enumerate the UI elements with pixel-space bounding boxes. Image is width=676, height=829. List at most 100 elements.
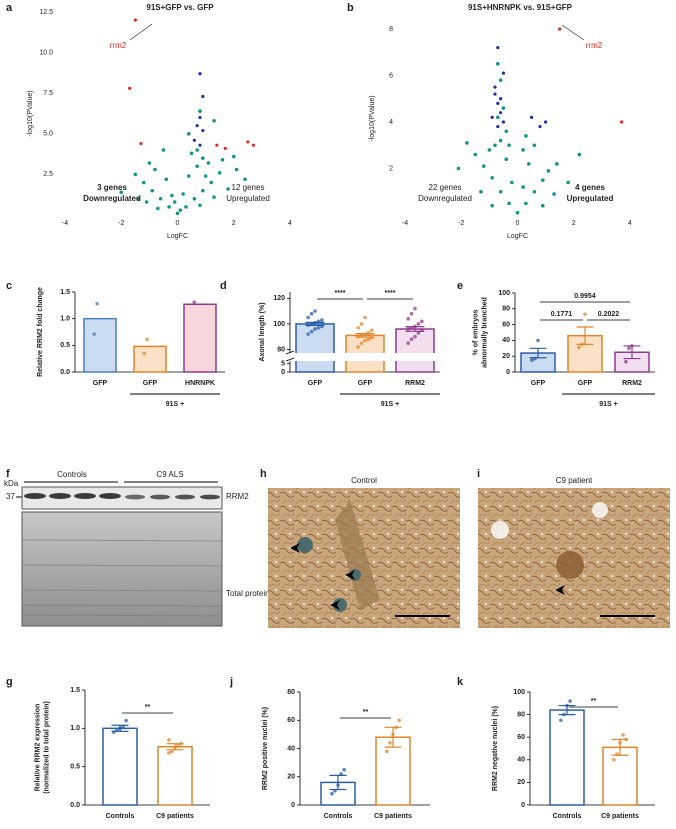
y-tick-label: 100 [273,321,285,328]
x-tick-label: RRM2 [622,380,642,387]
axis-break-mark [285,350,295,362]
x-tick-label: 4 [628,220,632,227]
x-tick-label: GFP [93,380,108,387]
data-point [385,749,389,754]
gene-point [195,148,199,152]
panel-label: j [229,676,233,688]
gene-point [144,200,149,204]
x-tick-label: -2 [118,220,124,227]
gene-point [496,125,500,129]
x-axis-label: LogFC [167,233,188,240]
nucleus [333,598,347,612]
group-label: 91S + [381,401,400,408]
y-tick-label: 1.5 [70,687,80,694]
panel-label: d [220,280,227,292]
data-point [530,358,534,362]
y-axis-label: % of embryos [472,309,479,355]
data-point [121,725,125,729]
gene-point [498,78,503,82]
gene-point [479,189,483,194]
data-point [356,325,360,330]
gene-point [473,152,478,157]
y-tick-label: 7.5 [43,90,53,97]
gene-point [223,146,227,151]
band-label: RRM2 [226,492,249,501]
gene-point [198,109,202,113]
gene-point [198,143,202,147]
gene-point [504,129,509,134]
data-point [330,791,334,796]
y-tick-label: 12.5 [39,9,53,16]
bar [133,345,167,373]
data-point [413,334,417,339]
data-point [413,306,417,311]
x-tick-label: Controls [106,813,135,820]
y-tick-label: 120 [273,295,285,302]
gene-point [192,138,196,142]
y-tick-label: 0.5 [70,764,80,771]
data-point [306,315,310,320]
arrowhead [330,600,340,610]
gene-point [456,166,461,171]
western-blot: f kDa Controls C9 ALS 37 RRM2 Total prot… [4,468,270,627]
bar [183,303,217,373]
gene-point [150,188,154,193]
data-point [397,718,401,723]
y-tick-label: 60 [287,717,295,724]
gene-point [198,72,202,76]
x-tick-label: HNRNPK [185,380,215,387]
annotation: Upregulated [567,194,614,203]
gene-point [251,143,256,147]
annotation: 3 genes [97,183,127,192]
gene-point [186,132,191,136]
data-point [142,351,147,356]
gene-point [215,143,219,147]
gene-point [119,190,124,195]
gene-point [493,143,497,148]
data-point [577,345,581,350]
error-bar [305,321,325,327]
x-tick-label: C9 patients [156,813,194,820]
gene-point [493,92,497,96]
panel-label: k [457,676,464,688]
panel-label: e [457,280,463,292]
gene-point [619,120,624,124]
significance-label: **** [385,290,396,297]
data-point [559,718,563,723]
y-axis-label: Relative RRM2 fold change [37,287,44,377]
gene-point [243,177,247,182]
significance-label: ** [591,698,597,705]
gene-point [201,128,205,133]
gene-point [487,148,492,152]
x-tick-label: Controls [553,813,582,820]
gene-point [501,106,506,110]
y-tick-label: 40 [287,745,295,752]
data-point [409,311,414,316]
y-tick-label: 80 [287,689,295,696]
data-point [359,341,364,345]
y-tick-label: 0 [291,802,295,809]
gene-point [133,18,137,22]
vacuole [592,502,608,518]
y-tick-label: 1.0 [70,725,80,732]
data-point [342,767,346,772]
panel-label: a [6,2,13,14]
data-point [316,325,321,330]
x-tick-label: C9 patients [374,813,412,820]
data-point [568,699,572,703]
y-axis-label: Axonal length (%) [259,302,266,361]
y-tick-label: 40 [502,337,510,344]
gene-point [496,115,500,120]
data-point [370,328,374,333]
y-tick-label: 5 [281,361,285,368]
y-tick-label: 100 [513,689,525,696]
error-bar [384,726,402,748]
gene-point [192,196,197,201]
gene-point [499,97,503,101]
gene-point [501,71,506,75]
gene-point [170,193,174,198]
y-tick-label: 80 [517,711,525,718]
gene-point [178,208,183,212]
data-point [309,322,314,326]
gene-point [496,101,500,105]
